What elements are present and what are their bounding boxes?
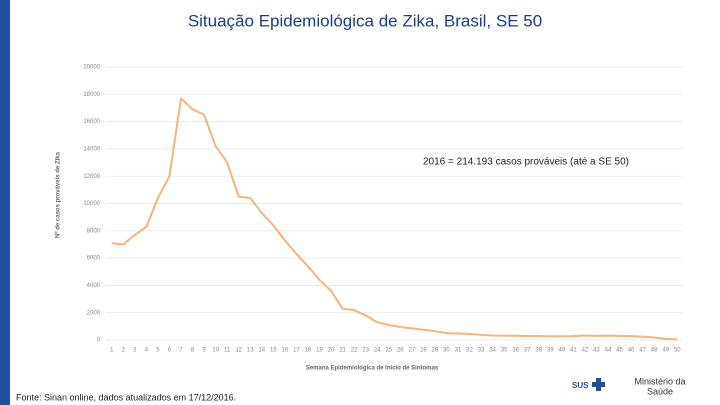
x-tick-label: 26 <box>397 348 404 354</box>
x-tick-label: 21 <box>339 348 346 354</box>
x-tick-label: 34 <box>489 348 496 354</box>
y-tick-label: 12000 <box>83 174 100 180</box>
chart-title: Situação Epidemiológica de Zika, Brasil,… <box>188 11 542 30</box>
x-tick-label: 36 <box>512 348 519 354</box>
x-tick-label: 9 <box>202 348 206 354</box>
x-tick-label: 14 <box>258 348 265 354</box>
x-tick-label: 39 <box>547 348 554 354</box>
sus-cross <box>592 378 605 391</box>
x-tick-label: 17 <box>293 348 300 354</box>
x-tick-label: 25 <box>385 348 392 354</box>
x-tick-label: 19 <box>316 348 323 354</box>
x-tick-label: 3 <box>133 348 137 354</box>
y-tick-label: 4000 <box>87 283 101 289</box>
x-tick-label: 43 <box>593 348 600 354</box>
x-tick-label: 32 <box>466 348 473 354</box>
x-tick-label: 13 <box>247 348 254 354</box>
x-tick-label: 5 <box>156 348 160 354</box>
y-tick-label: 16000 <box>83 119 100 125</box>
y-tick-label: 20000 <box>83 65 100 71</box>
x-tick-label: 15 <box>270 348 277 354</box>
y-tick-label: 8000 <box>87 228 101 234</box>
y-tick-label: 10000 <box>83 201 100 207</box>
x-tick-label: 46 <box>628 348 635 354</box>
x-tick-label: 40 <box>558 348 565 354</box>
x-tick-label: 11 <box>224 348 231 354</box>
x-tick-label: 33 <box>478 348 485 354</box>
x-tick-label: 18 <box>305 348 312 354</box>
x-tick-label: 2 <box>122 348 126 354</box>
ministry-logo: Saúde <box>647 386 673 396</box>
x-tick-label: 12 <box>235 348 242 354</box>
x-tick-label: 6 <box>168 348 172 354</box>
x-tick-label: 31 <box>455 348 462 354</box>
x-tick-label: 20 <box>328 348 335 354</box>
data-line <box>111 97 678 341</box>
y-axis-label: Nº de casos prováveis de Zika <box>56 151 62 238</box>
x-tick-label: 27 <box>408 348 415 354</box>
ministry-logo: Ministério da <box>634 376 685 386</box>
x-tick-label: 22 <box>351 348 358 354</box>
x-tick-label: 47 <box>639 348 646 354</box>
x-tick-label: 10 <box>212 348 219 354</box>
x-tick-label: 16 <box>282 348 289 354</box>
x-tick-label: 44 <box>605 348 612 354</box>
x-tick-label: 41 <box>570 348 577 354</box>
x-tick-label: 48 <box>651 348 658 354</box>
x-tick-label: 35 <box>501 348 508 354</box>
x-tick-label: 4 <box>145 348 149 354</box>
x-tick-label: 29 <box>432 348 439 354</box>
y-tick-label: 2000 <box>87 310 101 316</box>
x-tick-label: 28 <box>420 348 427 354</box>
y-tick-label: 14000 <box>83 146 100 152</box>
x-tick-label: 30 <box>443 348 450 354</box>
x-tick-label: 38 <box>535 348 542 354</box>
y-tick-label: 0 <box>97 338 101 344</box>
x-tick-label: 24 <box>374 348 381 354</box>
x-tick-label: 50 <box>674 348 681 354</box>
sus-logo: SUS <box>572 381 589 390</box>
x-axis-label: Semana Epidemiológica de Início de Sinto… <box>306 366 439 372</box>
x-tick-label: 37 <box>524 348 531 354</box>
annotation: 2016 = 214.193 casos prováveis (até a SE… <box>423 157 629 168</box>
y-tick-label: 18000 <box>83 92 100 98</box>
x-tick-label: 45 <box>616 348 623 354</box>
side-bar <box>0 0 10 405</box>
x-tick-label: 8 <box>191 348 195 354</box>
x-tick-label: 42 <box>582 348 589 354</box>
y-tick-label: 6000 <box>87 256 101 262</box>
x-tick-label: 7 <box>179 348 183 354</box>
source-note: Fonte: Sinan online, dados atualizados e… <box>16 392 236 402</box>
x-tick-label: 23 <box>362 348 369 354</box>
x-tick-label: 1 <box>110 348 114 354</box>
x-tick-label: 49 <box>662 348 669 354</box>
